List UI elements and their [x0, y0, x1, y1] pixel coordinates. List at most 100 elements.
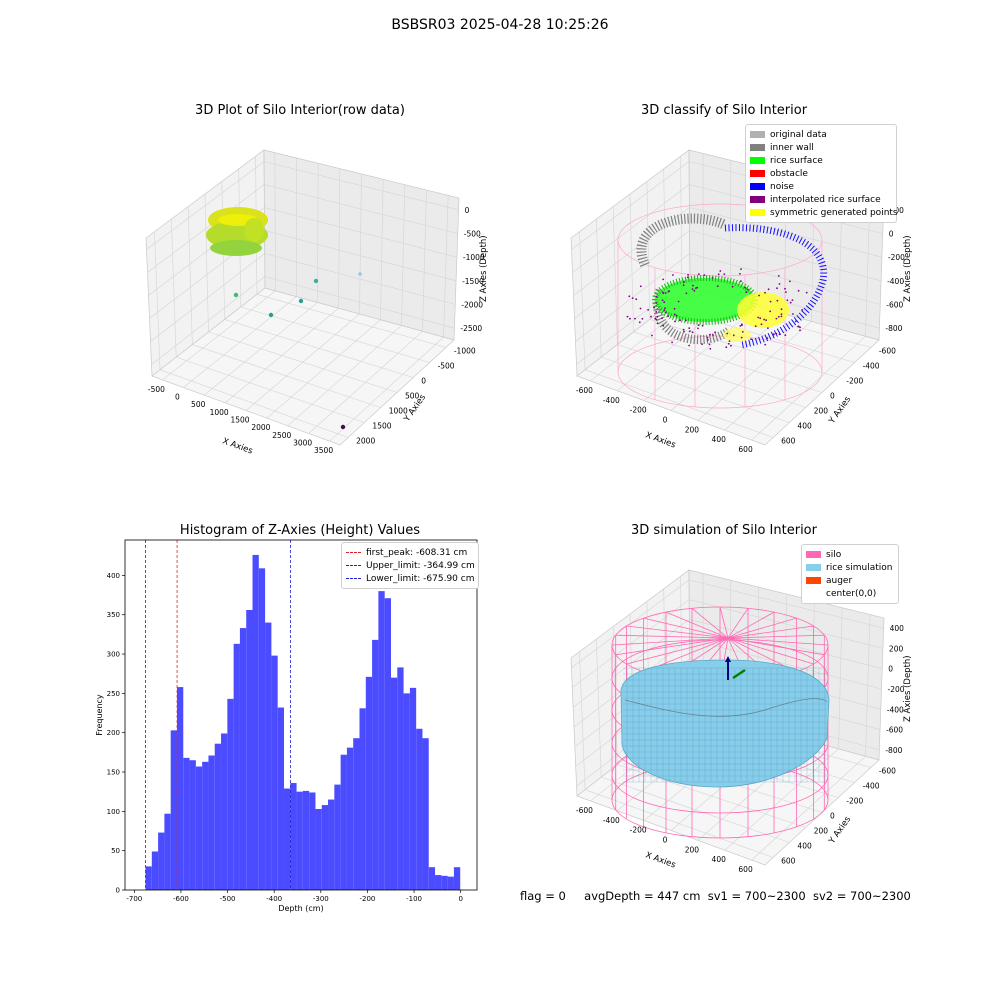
legend-label: silo — [826, 549, 842, 560]
interpolated-point — [741, 331, 744, 333]
sim-grid-line — [689, 638, 882, 690]
legend-swatch — [750, 170, 765, 177]
interpolated-point — [745, 291, 748, 294]
histogram-y-tick-label: 200 — [107, 729, 120, 737]
classify-inner-wall — [636, 213, 728, 268]
interpolated-point — [685, 292, 688, 295]
sim-grid-line — [572, 619, 690, 708]
legend-swatch — [750, 196, 765, 203]
sim-z-tick: 400 — [890, 624, 905, 633]
interpolated-point — [778, 333, 781, 336]
histogram-bar — [265, 622, 272, 890]
interpolated-point — [712, 334, 714, 336]
raw-x-tick: 1500 — [230, 416, 249, 425]
interpolated-point — [739, 325, 742, 327]
histogram-bar — [170, 730, 177, 890]
interpolated-point — [786, 299, 789, 302]
sim-grid-line — [688, 579, 884, 629]
interpolated-point — [719, 270, 722, 272]
histogram-bar — [189, 760, 196, 890]
interpolated-point — [683, 281, 685, 283]
interpolated-point — [764, 343, 767, 346]
cls-z-tick: -600 — [886, 301, 903, 310]
silo-roof-rib — [727, 608, 749, 639]
cls-grid-line — [617, 344, 806, 408]
sim-y-tick: 200 — [814, 827, 829, 836]
histogram-bar — [453, 867, 461, 890]
interpolated-point — [765, 319, 767, 322]
histogram-bar — [239, 628, 247, 890]
interpolated-point — [655, 302, 658, 304]
legend-entry: first_peak: -608.31 cm — [346, 546, 474, 559]
legend-entry: original data — [750, 128, 892, 141]
interpolated-point — [701, 324, 704, 327]
histogram-x-tick-label: -100 — [406, 895, 422, 903]
cls-x-tick: -200 — [630, 406, 647, 415]
legend-entry: rice surface — [750, 154, 892, 167]
interpolated-point — [797, 325, 800, 328]
interpolated-point — [664, 307, 666, 310]
histogram-bar — [221, 733, 228, 890]
raw-grid-line — [422, 189, 427, 332]
interpolated-point — [664, 311, 667, 314]
raw-point-cloud — [206, 207, 268, 256]
legend-label: Upper_limit: -364.99 cm — [366, 560, 475, 571]
histogram-bar — [422, 738, 429, 890]
interpolated-point — [707, 339, 709, 341]
raw-grid-line — [187, 206, 193, 345]
cls-z-tick: 0 — [889, 230, 894, 239]
interpolated-point — [732, 334, 735, 337]
sim-grid-line — [689, 599, 884, 649]
interpolated-point — [675, 314, 678, 317]
histogram-bar — [416, 728, 423, 890]
cls-y-tick: -600 — [879, 347, 896, 356]
sim-y-tick: -200 — [846, 797, 863, 806]
histogram-x-tick-label: -600 — [173, 895, 189, 903]
legend-label: original data — [770, 129, 827, 140]
legend-entry: noise — [750, 180, 892, 193]
interpolated-point — [777, 275, 780, 277]
interpolated-point — [709, 333, 711, 336]
interpolated-point — [744, 286, 747, 289]
histogram-bar — [435, 875, 442, 890]
legend-entry: symmetric generated points — [750, 206, 898, 219]
histogram-bar — [384, 598, 391, 890]
histogram-bar — [227, 698, 234, 890]
interpolated-point — [639, 285, 642, 288]
interpolated-point — [697, 324, 700, 326]
interpolated-point — [635, 298, 638, 301]
histogram-bar — [214, 743, 222, 890]
cls-grid-line — [649, 319, 839, 378]
legend-label: interpolated rice surface — [770, 194, 881, 205]
histogram-x-tick-label: -300 — [313, 895, 329, 903]
histogram-bar — [365, 676, 373, 890]
legend-label: first_peak: -608.31 cm — [366, 547, 468, 558]
raw-grid-line — [359, 173, 362, 315]
silo-roof-rib — [691, 607, 729, 639]
raw-grid-line — [146, 161, 265, 250]
legend-label: center(0,0) — [826, 588, 877, 599]
cls-grid-line — [574, 230, 690, 319]
interpolated-point — [799, 326, 801, 329]
histogram-bar — [315, 808, 322, 890]
raw-y-tick: 2000 — [356, 437, 375, 446]
classify-z-axis-label: Z Axies (Depth) — [903, 235, 913, 302]
raw-outlier-point — [340, 424, 346, 430]
raw-grid-line — [264, 230, 457, 282]
histogram-x-ticks: -700 -600 -500 -400 -300 -200 -100 0 — [126, 890, 463, 903]
interpolated-point — [628, 295, 631, 298]
interpolated-point — [789, 301, 792, 304]
interpolated-point — [805, 291, 808, 294]
simulation-legend: silo rice simulation auger center(0,0) — [801, 544, 899, 604]
cls-grid-line — [612, 206, 618, 345]
simulation-center-arrow — [725, 656, 731, 662]
sim-x-tick: 0 — [663, 836, 668, 845]
legend-swatch — [346, 565, 361, 566]
cls-grid-line — [595, 219, 602, 358]
interpolated-point — [728, 340, 731, 342]
figure-title: BSBSR03 2025-04-28 10:25:26 — [391, 17, 609, 33]
legend-label: noise — [770, 181, 794, 192]
raw-x-tick: 3000 — [293, 439, 312, 448]
sim-x-tick: -600 — [576, 806, 593, 815]
